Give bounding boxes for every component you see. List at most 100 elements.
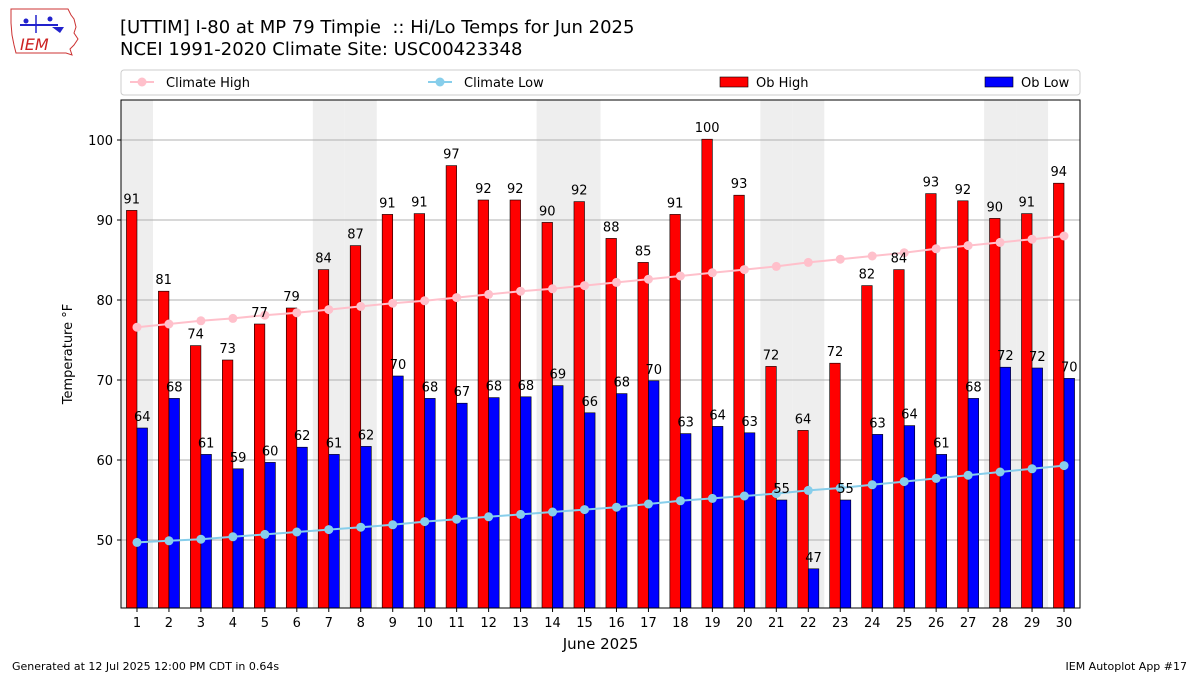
y-tick-label: 90 [96,214,113,229]
climate-low-point [388,520,398,530]
ob-low-bar [200,454,212,609]
climate-low-point [771,489,781,499]
climate-low-point [803,485,813,495]
ob-low-bar [839,499,852,609]
climate-high-point [931,244,941,254]
climate-high-point [484,289,494,299]
ob-high-value-label: 77 [251,306,268,321]
ob-high-value-label: 91 [667,196,684,211]
climate-low-point [164,536,174,546]
climate-low-point [228,532,238,542]
ob-low-bar [999,366,1011,609]
ob-low-bar [168,398,180,609]
climate-high-point [452,293,462,303]
x-tick-label: 30 [1056,616,1073,631]
climate-low-point [963,470,973,480]
ob-low-bar [903,425,916,609]
climate-low-point [867,480,877,490]
climate-high-point [867,251,877,261]
climate-high-point [835,254,845,264]
ob-low-value-label: 60 [262,444,279,459]
ob-high-bar [222,359,234,609]
ob-high-value-label: 73 [219,342,236,357]
ob-high-value-label: 93 [731,177,748,192]
x-tick-label: 12 [480,616,497,631]
x-tick-label: 8 [357,616,365,631]
ob-high-value-label: 91 [411,196,428,211]
ob-low-value-label: 59 [230,451,247,466]
x-tick-label: 10 [416,616,433,631]
climate-high-point [643,274,653,284]
x-tick-label: 26 [928,616,945,631]
ob-low-bar [744,432,756,609]
bar-value-labels: 91 81 74 73 77 79 84 87 91 91 97 92 92 90 92 88 85 91 100 9… [123,121,1077,566]
ob-high-value-label: 88 [603,220,620,235]
legend: Climate High Climate Low Ob High Ob Low [120,69,1081,96]
climate-low-point [899,477,909,487]
ob-high-bar [733,194,745,609]
climate-low-point [196,534,206,544]
ob-high-value-label: 91 [123,192,140,207]
ob-high-value-label: 81 [155,273,172,288]
x-tick-label: 15 [576,616,593,631]
ob-low-bar [967,398,979,609]
x-tick-label: 3 [197,616,205,631]
climate-low-point [611,502,621,512]
ob-low-bar [648,380,660,609]
ob-high-bar [605,238,617,609]
climate-high-point [899,248,909,258]
climate-high-point [580,281,590,291]
ob-high-bar [349,245,362,609]
climate-low-point [675,496,685,506]
ob-high-value-label: 84 [315,252,332,267]
ob-high-value-label: 92 [475,182,492,197]
climate-high-point [548,284,558,294]
ob-low-value-label: 68 [613,376,630,391]
y-tick-label: 80 [96,294,113,309]
ob-low-value-label: 62 [294,429,311,444]
y-tick-label: 50 [96,534,113,549]
ob-low-legend-label: Ob Low [1021,76,1070,91]
ob-high-value-label: 87 [347,228,364,243]
legend-box [120,69,1081,96]
ob-low-value-label: 68 [965,380,982,395]
climate-lines [132,231,1069,547]
ob-low-bar [520,396,532,609]
climate-low-point [643,499,653,509]
climate-high-point [803,257,813,267]
ob-high-bar [925,193,937,609]
y-tick-label: 100 [88,134,113,149]
climate-low-point [260,529,270,539]
ob-high-value-label: 90 [539,204,556,219]
climate-high-point [963,241,973,251]
climate-high-point [995,237,1005,247]
ob-low-bar [871,434,884,609]
x-tick-label: 4 [229,616,237,631]
x-tick-label: 24 [864,616,881,631]
climate-low-point [995,467,1005,477]
ob-high-bar [701,138,713,609]
chart-title: [UTTIM] I-80 at MP 79 Timpie :: Hi/Lo Te… [120,17,635,38]
x-tick-label: 2 [165,616,173,631]
ob-high-bar [509,199,521,609]
climate-low-point [356,522,366,532]
ob-high-value-label: 79 [283,290,300,305]
ob-high-value-label: 91 [379,196,396,211]
x-tick-label: 14 [544,616,561,631]
climate-high-point [292,308,302,318]
ob-high-value-label: 72 [827,345,844,360]
climate-high-point [196,316,206,326]
ob-high-bar [190,345,202,609]
ob-low-value-label: 62 [358,428,375,443]
ob-high-legend-swatch [719,76,749,88]
x-axis-label: June 2025 [562,635,639,653]
plot-frame [120,99,1081,609]
climate-low-point [292,527,302,537]
climate-low-line [136,464,1065,544]
climate-high-legend-label: Climate High [166,76,250,91]
x-tick-label: 28 [992,616,1009,631]
climate-high-point [739,265,749,275]
climate-low-point [931,473,941,483]
climate-high-point [228,313,238,323]
